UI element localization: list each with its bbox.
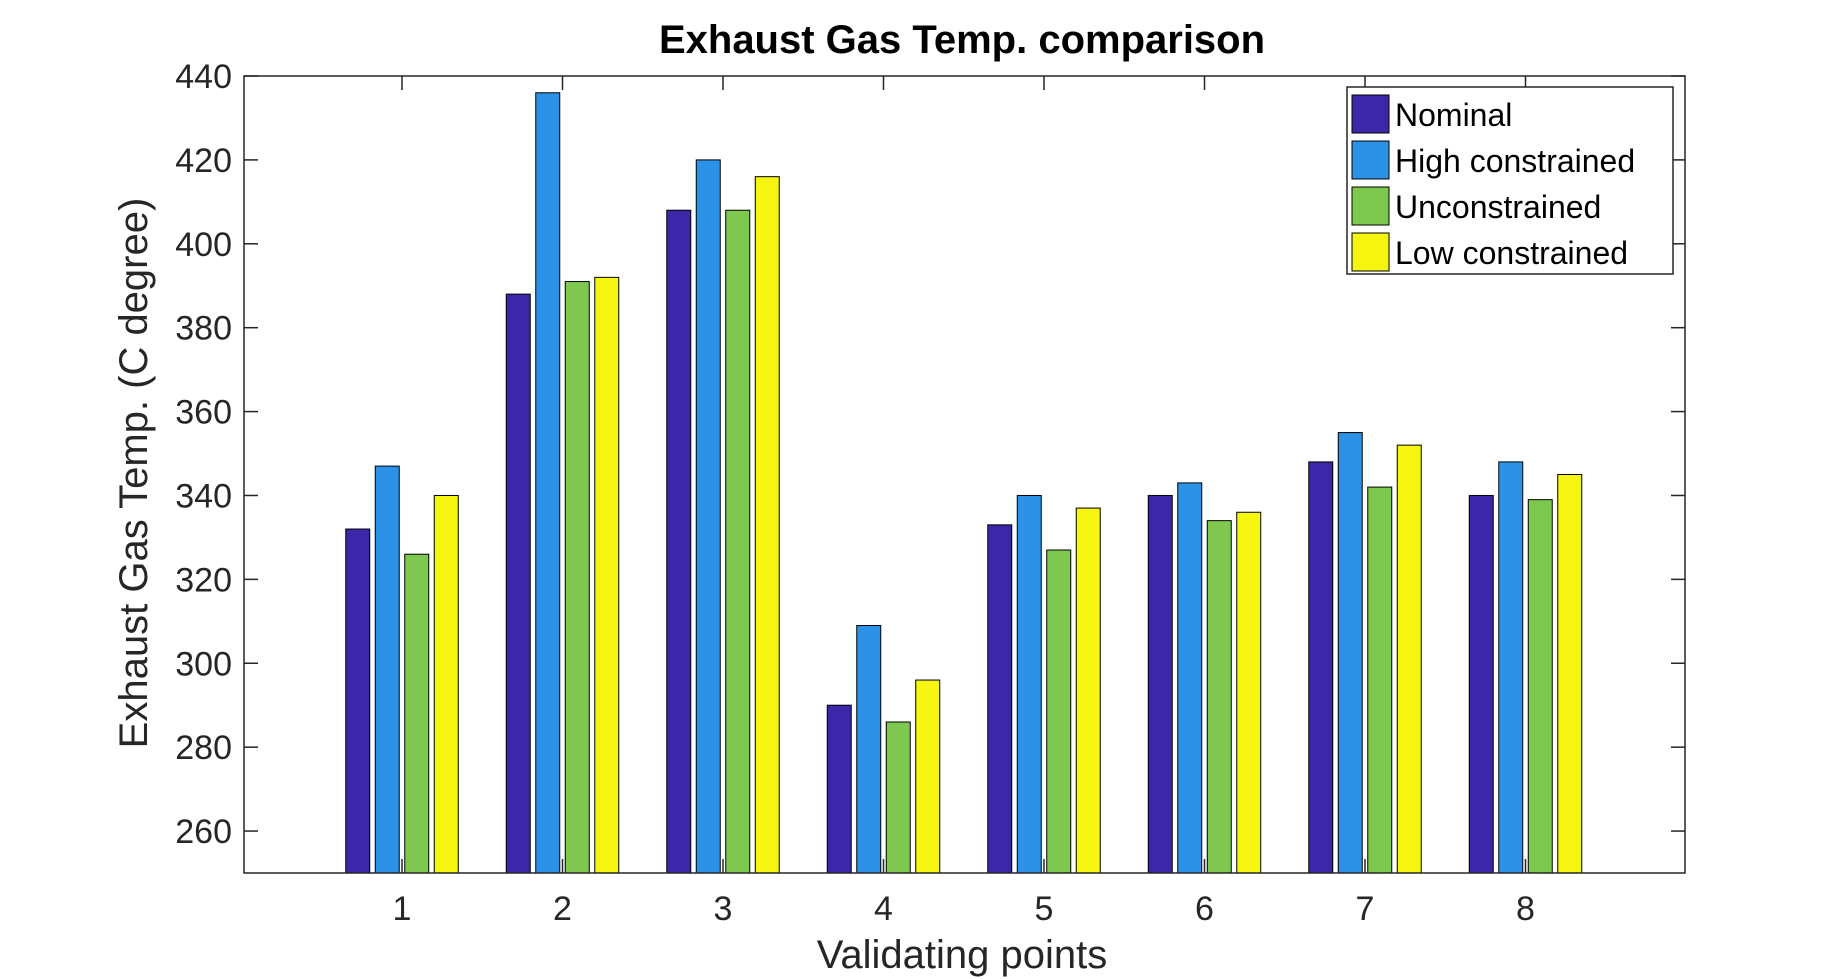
bar-high-constrained-point-7: [1337, 432, 1363, 874]
bar-high-constrained-point-4: [856, 625, 882, 874]
x-tick-label: 1: [393, 890, 412, 928]
bar-nominal-point-2: [505, 293, 531, 874]
bar-low-constrained-point-2: [594, 276, 620, 874]
bar-low-constrained-point-1: [433, 494, 459, 874]
x-tick-label: 8: [1516, 890, 1535, 928]
x-tick-label: 5: [1035, 890, 1054, 928]
y-axis: 260 280 300 320 340 360 380 400 420 440: [175, 58, 1685, 851]
x-axis: 1 2 3 4 5 6 7 8: [393, 76, 1535, 928]
legend-label: High constrained: [1395, 143, 1635, 179]
legend-swatch: [1351, 140, 1390, 180]
y-tick-label: 260: [175, 813, 232, 851]
y-tick-label: 420: [175, 142, 232, 180]
bar-high-constrained-point-1: [374, 465, 400, 874]
y-tick-label: 340: [175, 477, 232, 515]
legend-label: Unconstrained: [1395, 189, 1601, 225]
bar-unconstrained-point-7: [1367, 486, 1393, 874]
y-tick-label: 320: [175, 561, 232, 599]
bar-nominal-point-5: [987, 524, 1013, 874]
bar-high-constrained-point-2: [535, 92, 561, 874]
bar-unconstrained-point-8: [1527, 499, 1553, 874]
legend-swatch: [1351, 94, 1390, 134]
bar-unconstrained-point-4: [885, 721, 911, 874]
legend: Nominal High constrained Unconstrained Low …: [1346, 86, 1674, 275]
x-tick-label: 7: [1356, 890, 1375, 928]
bar-high-constrained-point-8: [1498, 461, 1524, 874]
x-tick-label: 6: [1195, 890, 1214, 928]
legend-swatch: [1351, 186, 1390, 226]
y-tick-label: 440: [175, 58, 232, 96]
y-tick-label: 400: [175, 226, 232, 264]
bar-high-constrained-point-5: [1016, 494, 1042, 874]
bar-high-constrained-point-6: [1177, 482, 1203, 874]
bar-low-constrained-point-5: [1075, 507, 1101, 874]
bar-nominal-point-8: [1468, 494, 1494, 874]
y-tick-label: 360: [175, 394, 232, 432]
bar-low-constrained-point-8: [1557, 474, 1583, 874]
y-tick-label: 280: [175, 729, 232, 767]
y-tick-label: 300: [175, 645, 232, 683]
bar-high-constrained-point-3: [695, 159, 721, 874]
bar-low-constrained-point-3: [754, 176, 780, 874]
legend-label: Low constrained: [1395, 235, 1628, 271]
x-tick-label: 4: [874, 890, 893, 928]
legend-label: Nominal: [1395, 97, 1512, 133]
x-tick-label: 2: [553, 890, 572, 928]
x-tick-label: 3: [714, 890, 733, 928]
bar-low-constrained-point-6: [1236, 511, 1262, 874]
bar-nominal-point-4: [826, 704, 852, 874]
bar-nominal-point-7: [1308, 461, 1334, 874]
bar-nominal-point-1: [345, 528, 371, 874]
bar-unconstrained-point-2: [564, 281, 590, 874]
bar-unconstrained-point-1: [404, 553, 430, 874]
plot-area-frame: [243, 75, 1686, 874]
y-tick-label: 380: [175, 310, 232, 348]
chart-title: Exhaust Gas Temp. comparison: [659, 18, 1265, 62]
legend-swatch: [1351, 232, 1390, 272]
bar-unconstrained-point-3: [725, 209, 751, 874]
bars-group: [345, 92, 1583, 874]
bar-nominal-point-3: [666, 209, 692, 874]
y-axis-label: Exhaust Gas Temp. (C degree): [112, 198, 156, 749]
bar-low-constrained-point-7: [1396, 444, 1422, 874]
bar-nominal-point-6: [1147, 494, 1173, 874]
x-axis-label: Validating points: [817, 933, 1108, 977]
legend-box: [1346, 86, 1674, 275]
bar-low-constrained-point-4: [915, 679, 941, 874]
bar-unconstrained-point-5: [1046, 549, 1072, 874]
bar-unconstrained-point-6: [1206, 520, 1232, 874]
